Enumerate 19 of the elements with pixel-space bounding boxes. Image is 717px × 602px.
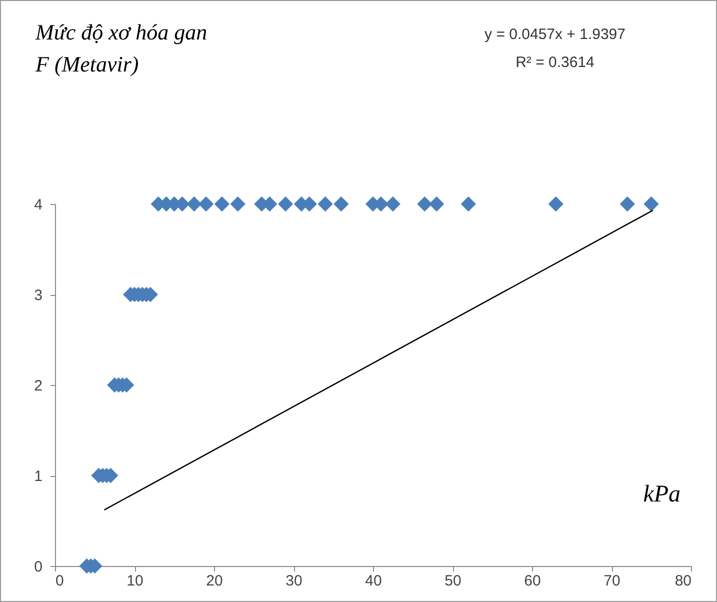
y-tick-label: 0 — [34, 558, 42, 576]
x-axis-title: kPa — [643, 482, 680, 508]
x-tick-label: 60 — [524, 572, 541, 590]
x-tick-label: 80 — [674, 572, 692, 590]
x-tick-label: 10 — [126, 572, 144, 590]
x-tick-label: 30 — [286, 572, 302, 590]
x-tick-label: 0 — [56, 572, 64, 590]
y-tick-label: 4 — [34, 196, 42, 214]
x-tick-label: 70 — [604, 572, 620, 590]
y-tick-label: 3 — [34, 287, 42, 304]
text: y = 0.0457x + 1.9397 — [484, 26, 626, 43]
y-tick-label: 1 — [34, 468, 42, 485]
x-tick-label: 20 — [206, 572, 223, 590]
text: Mức độ xơ hóa gan — [36, 20, 208, 44]
text: F (Metavir) — [36, 52, 139, 76]
x-tick-label: 50 — [444, 572, 462, 590]
y-tick-label: 2 — [34, 378, 42, 394]
text: R² = 0.3614 — [516, 54, 594, 71]
x-tick-label: 40 — [365, 572, 382, 590]
